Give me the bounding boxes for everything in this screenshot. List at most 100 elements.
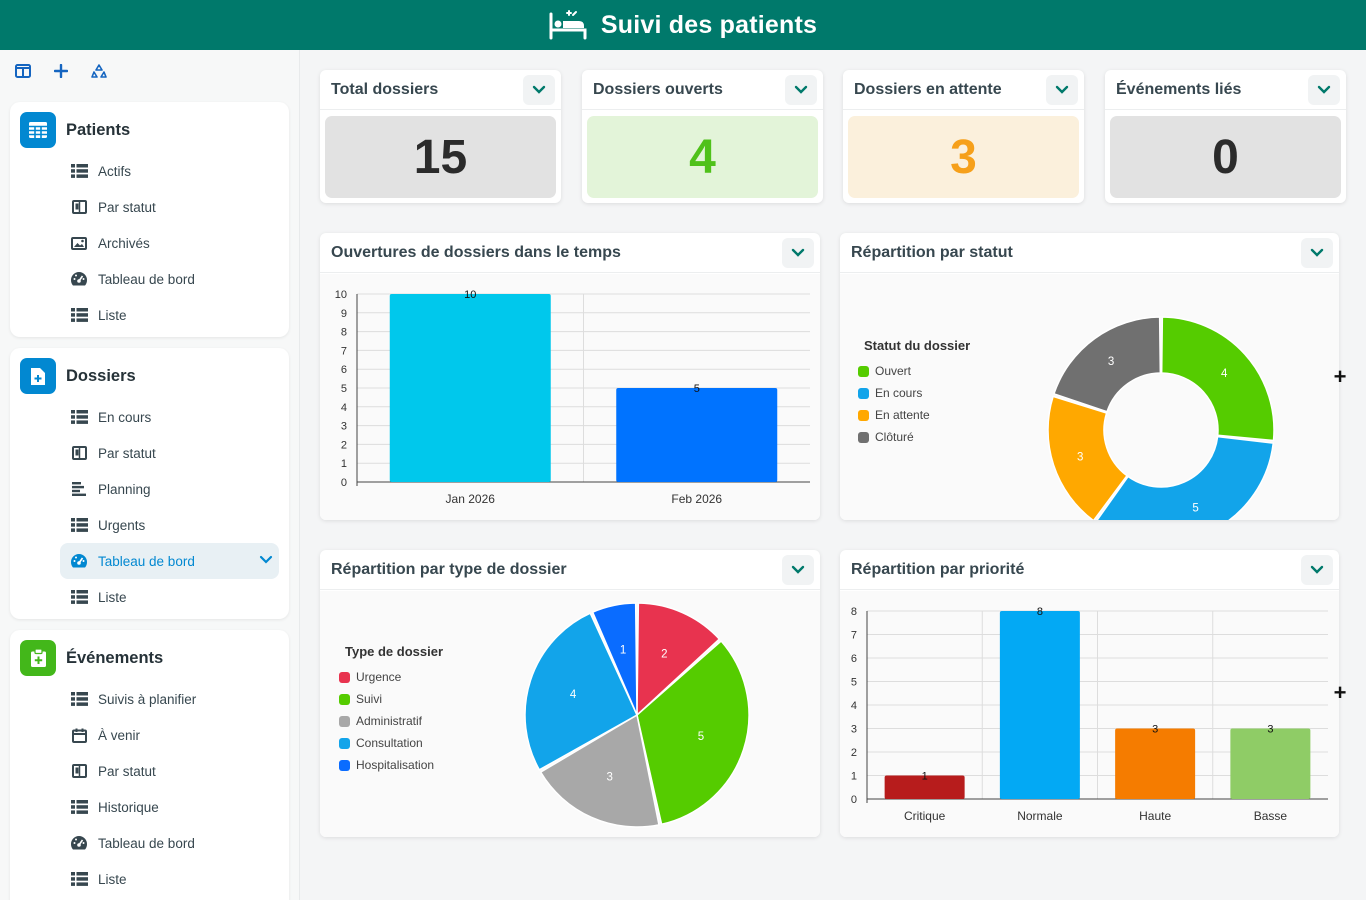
group-header[interactable]: Patients (20, 112, 130, 148)
layout-panel-icon[interactable] (10, 60, 36, 82)
bar[interactable] (616, 388, 778, 482)
y-tick-label: 0 (341, 477, 347, 489)
stat-value: 3 (848, 116, 1079, 198)
sidebar-item[interactable]: Par statut (60, 189, 279, 225)
sidebar-item[interactable]: Planning (60, 471, 279, 507)
sidebar-item[interactable]: Tableau de bord (60, 825, 279, 861)
legend-item[interactable]: En attente (858, 408, 930, 422)
slice-data-label: 2 (661, 649, 667, 661)
y-tick-label: 7 (341, 345, 347, 357)
sidebar-item[interactable]: Actifs (60, 153, 279, 189)
x-tick-label: Haute (1139, 809, 1171, 823)
sidebar-item[interactable]: Tableau de bord (60, 543, 279, 579)
legend-item[interactable]: Suivi (339, 692, 382, 706)
openings-bar-chart: 0 1 2 3 4 5 6 7 8 9 10 10 Jan 2026 5 Feb 2026 (335, 289, 810, 506)
group-title: Dossiers (66, 366, 136, 385)
y-tick-label: 3 (341, 421, 347, 433)
legend-item[interactable]: Consultation (339, 736, 423, 750)
add-widget-plus-icon[interactable]: + (1333, 364, 1347, 389)
sidebar-item-label: Historique (98, 799, 159, 815)
legend-item[interactable]: En cours (858, 386, 922, 400)
y-tick-label: 6 (851, 653, 857, 665)
chart-card-type: Répartition par type de dossier Type de … (320, 550, 820, 837)
group-title: Événements (66, 648, 164, 667)
pie-slice[interactable] (524, 612, 638, 771)
sidebar-item[interactable]: Liste (60, 579, 279, 615)
sidebar-toolbar (10, 60, 112, 82)
slice-data-label: 5 (698, 731, 704, 743)
bar-data-label: 3 (1267, 724, 1273, 736)
pie-slice[interactable] (636, 640, 750, 826)
x-tick-label: Basse (1254, 809, 1288, 823)
sidebar-item[interactable]: Historique (60, 789, 279, 825)
y-tick-label: 5 (851, 677, 857, 689)
sidebar-group-dossiers: Dossiers En cours Par statut Planning Urgent… (10, 348, 289, 619)
stat-title: Total dossiers (331, 80, 439, 98)
bar[interactable] (884, 775, 965, 800)
sidebar-item-label: Liste (98, 871, 127, 887)
pie-slice[interactable] (1160, 316, 1275, 442)
y-tick-label: 8 (851, 606, 857, 618)
bar[interactable] (999, 611, 1080, 799)
stat-card-attente: Dossiers en attente 3 (843, 70, 1084, 203)
recycle-icon[interactable] (86, 60, 112, 82)
legend-item[interactable]: Administratif (339, 714, 422, 728)
bar-data-label: 1 (922, 771, 928, 783)
legend-item[interactable]: Ouvert (858, 364, 911, 378)
slice-data-label: 4 (570, 689, 577, 701)
y-tick-label: 6 (341, 364, 347, 376)
group-header[interactable]: Dossiers (20, 358, 136, 394)
sidebar-item[interactable]: Par statut (60, 753, 279, 789)
pie-slice[interactable] (539, 713, 660, 828)
pie-slice[interactable] (636, 602, 721, 717)
chart-card-openings: Ouvertures de dossiers dans le temps 0 1 2… (320, 233, 820, 520)
chevron-down-icon[interactable] (1046, 75, 1078, 105)
sidebar-item[interactable]: Tableau de bord (60, 261, 279, 297)
chevron-down-icon[interactable] (259, 553, 273, 568)
bar[interactable] (1115, 728, 1196, 800)
bar[interactable] (389, 294, 551, 482)
pie-slice[interactable] (591, 602, 638, 716)
chevron-down-icon[interactable] (782, 238, 814, 268)
slice-data-label: 4 (1221, 368, 1228, 380)
sidebar-item[interactable]: Urgents (60, 507, 279, 543)
sidebar-item-label: Liste (98, 589, 127, 605)
x-tick-label: Normale (1017, 809, 1063, 823)
group-header[interactable]: Événements (20, 640, 163, 676)
group-title: Patients (66, 120, 131, 139)
add-widget-plus-icon[interactable]: + (1333, 680, 1347, 705)
y-tick-label: 0 (851, 794, 857, 806)
legend-item[interactable]: Clôturé (858, 430, 914, 444)
sidebar-item-label: Planning (98, 481, 151, 497)
chevron-down-icon[interactable] (1301, 238, 1333, 268)
sidebar-item[interactable]: Liste (60, 297, 279, 333)
chart-title: Répartition par priorité (851, 560, 1025, 578)
pie-slice[interactable] (1047, 395, 1128, 520)
chart-title: Ouvertures de dossiers dans le temps (331, 243, 621, 261)
y-tick-label: 4 (851, 700, 857, 712)
sidebar-item[interactable]: À venir (60, 717, 279, 753)
legend-label: Clôturé (875, 430, 914, 444)
chevron-down-icon[interactable] (782, 555, 814, 585)
gauge-icon (70, 552, 88, 570)
sidebar-item[interactable]: En cours (60, 399, 279, 435)
sidebar-item[interactable]: Liste (60, 861, 279, 897)
app-header: Suivi des patients (0, 0, 1366, 50)
chevron-down-icon[interactable] (785, 75, 817, 105)
legend-label: Consultation (356, 736, 423, 750)
kanban-icon (70, 198, 88, 216)
sidebar-item[interactable]: Par statut (60, 435, 279, 471)
chevron-down-icon[interactable] (1301, 555, 1333, 585)
sidebar-item[interactable]: Suivis à planifier (60, 681, 279, 717)
sidebar: Patients Actifs Par statut Archivés Tableau … (0, 50, 300, 900)
sidebar-group-patients: Patients Actifs Par statut Archivés Tableau … (10, 102, 289, 337)
legend-item[interactable]: Hospitalisation (339, 758, 434, 772)
bar[interactable] (1230, 728, 1311, 800)
chevron-down-icon[interactable] (1308, 75, 1340, 105)
legend-item[interactable]: Urgence (339, 670, 401, 684)
sidebar-item[interactable]: Archivés (60, 225, 279, 261)
chevron-down-icon[interactable] (523, 75, 555, 105)
add-plus-icon[interactable] (48, 60, 74, 82)
pie-slice[interactable] (1096, 435, 1275, 520)
pie-slice[interactable] (1053, 316, 1162, 413)
